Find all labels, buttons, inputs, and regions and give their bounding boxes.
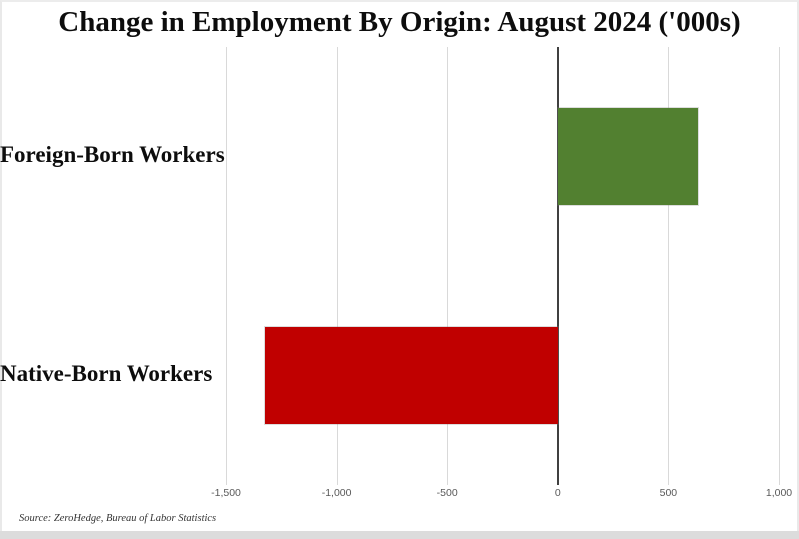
x-tick-label: -1,500: [211, 487, 241, 499]
value-axis: -1,500 -1,000 -500 0 500 1,000: [211, 487, 792, 503]
gridline: [226, 47, 227, 485]
gridline: [668, 47, 670, 485]
x-tick-label: 500: [659, 487, 678, 499]
category-label: Foreign-Born Workers: [0, 141, 225, 167]
bar-native-born-workers: [264, 327, 558, 424]
plot-area: [226, 47, 780, 485]
category-axis: Foreign-Born Workers Native-Born Workers: [0, 47, 225, 485]
x-tick-label: -500: [436, 487, 458, 499]
x-tick-label: 0: [554, 487, 561, 499]
zero-axis-line: [556, 47, 559, 485]
gridline: [447, 47, 449, 485]
x-tick-label: 1,000: [765, 487, 793, 499]
chart-title: Change in Employment By Origin: August 2…: [58, 6, 741, 38]
bottom-border-strip: [0, 531, 799, 539]
x-tick-label: -1,000: [321, 487, 352, 499]
gridline: [336, 47, 338, 485]
gridline: [779, 47, 780, 485]
category-label: Native-Born Workers: [0, 360, 213, 386]
source-note: Source: ZeroHedge, Bureau of Labor Stati…: [19, 513, 217, 524]
bar-foreign-born-workers: [557, 108, 699, 205]
